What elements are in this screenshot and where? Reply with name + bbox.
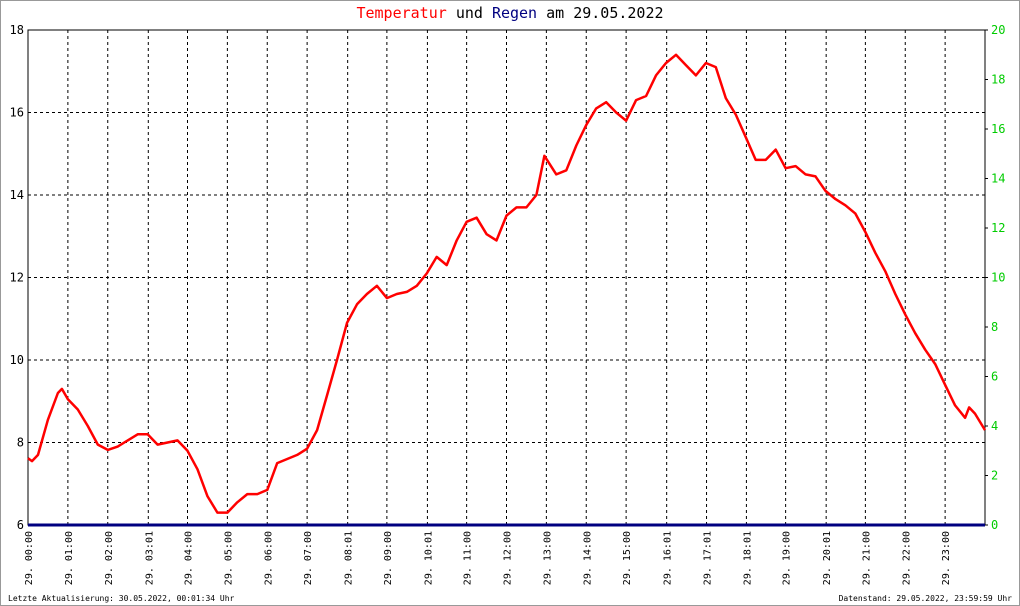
x-tick-label: 29. 05:00 <box>223 531 234 585</box>
x-tick-label: 29. 21:00 <box>861 531 872 585</box>
title-part: und <box>456 4 483 22</box>
x-tick-label: 29. 22:00 <box>901 531 912 585</box>
x-tick-label: 29. 23:00 <box>941 531 952 585</box>
y2-tick-label: 18 <box>991 73 1005 87</box>
x-tick-label: 29. 19:00 <box>782 531 793 585</box>
title-part: Temperatur <box>356 4 446 22</box>
title-part: am 29.05.2022 <box>546 4 663 22</box>
title-part: Regen <box>492 4 537 22</box>
chart-title: Temperatur und Regen am 29.05.2022 <box>356 4 663 22</box>
y-tick-label: 12 <box>10 271 24 285</box>
x-tick-label: 29. 09:00 <box>383 531 394 585</box>
x-tick-label: 29. 13:00 <box>542 531 553 585</box>
y2-tick-label: 20 <box>991 23 1005 37</box>
footer-right: Datenstand: 29.05.2022, 23:59:59 Uhr <box>839 594 1013 603</box>
y-tick-label: 14 <box>10 188 24 202</box>
y2-tick-label: 16 <box>991 122 1005 136</box>
x-tick-label: 29. 10:01 <box>423 531 434 585</box>
y-tick-label: 10 <box>10 353 24 367</box>
y2-tick-label: 6 <box>991 370 998 384</box>
y2-tick-label: 10 <box>991 271 1005 285</box>
series-line <box>27 53 987 514</box>
x-tick-label: 29. 01:00 <box>64 531 75 585</box>
y-tick-label: 8 <box>17 436 24 450</box>
x-tick-label: 29. 12:00 <box>503 531 514 585</box>
y-tick-label: 6 <box>17 518 24 532</box>
x-tick-label: 29. 20:01 <box>822 531 833 585</box>
y2-tick-label: 2 <box>991 469 998 483</box>
y-tick-label: 16 <box>10 106 24 120</box>
x-tick-label: 29. 17:01 <box>703 531 714 585</box>
x-tick-label: 29. 08:01 <box>344 531 355 585</box>
footer-left: Letzte Aktualisierung: 30.05.2022, 00:01… <box>8 594 235 603</box>
y2-tick-label: 0 <box>991 518 998 532</box>
x-tick-label: 29. 04:00 <box>184 531 195 585</box>
x-tick-label: 29. 11:00 <box>463 531 474 585</box>
x-tick-label: 29. 16:01 <box>663 531 674 585</box>
x-tick-label: 29. 06:00 <box>263 531 274 585</box>
x-tick-label: 29. 07:00 <box>303 531 314 585</box>
y2-tick-label: 12 <box>991 221 1005 235</box>
x-tick-label: 29. 15:00 <box>622 531 633 585</box>
y2-tick-label: 4 <box>991 419 998 433</box>
x-tick-label: 29. 18:01 <box>742 531 753 585</box>
y-tick-label: 18 <box>10 23 24 37</box>
y2-tick-label: 14 <box>991 172 1005 186</box>
y2-tick-label: 8 <box>991 320 998 334</box>
x-tick-label: 29. 00:00 <box>24 531 35 585</box>
x-tick-label: 29. 03:01 <box>144 531 155 585</box>
x-tick-label: 29. 02:00 <box>104 531 115 585</box>
x-tick-label: 29. 14:00 <box>582 531 593 585</box>
